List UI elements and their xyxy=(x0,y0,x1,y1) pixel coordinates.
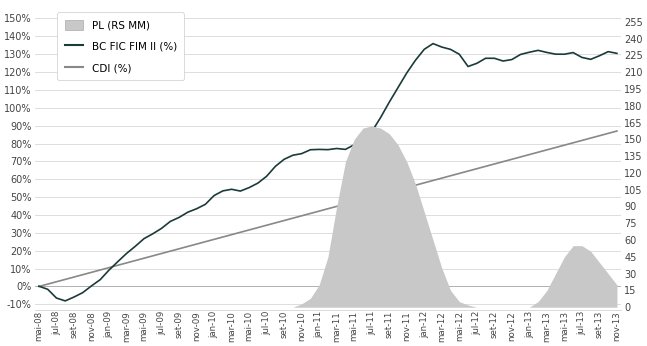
Legend: PL (RS MM), BC FIC FIM II (%), CDI (%): PL (RS MM), BC FIC FIM II (%), CDI (%) xyxy=(58,12,184,80)
